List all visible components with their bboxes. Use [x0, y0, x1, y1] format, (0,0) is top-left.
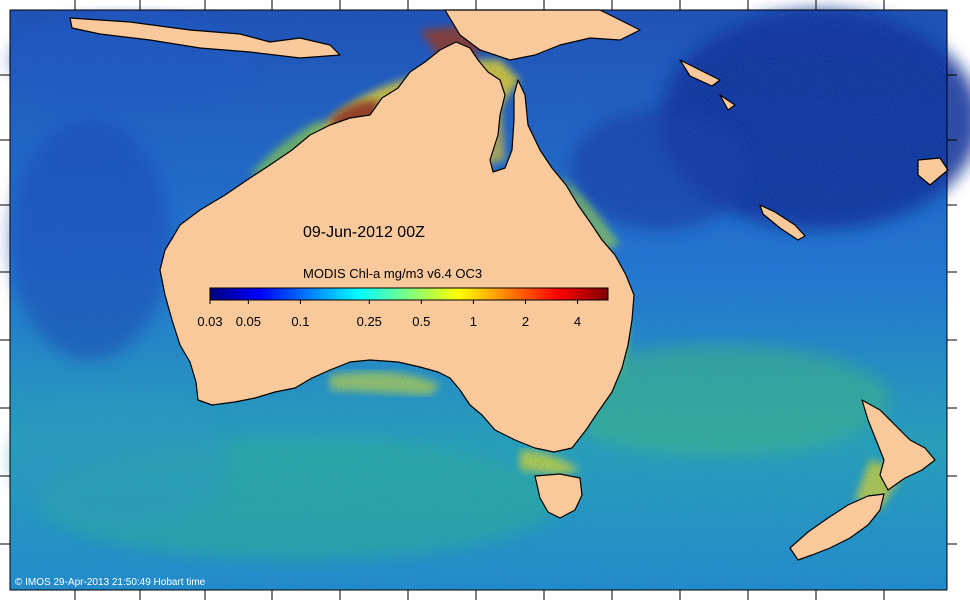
- date-label: 09-Jun-2012 00Z: [303, 224, 425, 241]
- colorbar: 0.03 0.05 0.1 0.25 0.5 1 2 4: [197, 287, 609, 329]
- colorbar-tick-label: 0.25: [357, 314, 382, 329]
- colorbar-tick-label: 0.1: [291, 314, 309, 329]
- land-masses: [69, 9, 949, 561]
- australia-landmass: [159, 41, 635, 453]
- new-caledonia-landmass: [759, 204, 806, 241]
- indonesia-landmass: [69, 17, 341, 59]
- colorbar-tick-label: 1: [470, 314, 477, 329]
- new-zealand-north-island: [861, 399, 936, 491]
- colorbar-tick-label: 4: [574, 314, 581, 329]
- colorbar-tick-label: 0.5: [412, 314, 430, 329]
- product-label: MODIS Chl-a mg/m3 v6.4 OC3: [303, 266, 482, 281]
- new-zealand-south-island: [789, 493, 885, 561]
- colorbar-ticks: 0.03 0.05 0.1 0.25 0.5 1 2 4: [197, 300, 581, 329]
- colorbar-tick-label: 0.05: [236, 314, 261, 329]
- colorbar-tick-label: 0.03: [197, 314, 222, 329]
- tasmania-landmass: [534, 473, 583, 519]
- credit-text: © IMOS 29-Apr-2013 21:50:49 Hobart time: [15, 577, 206, 588]
- colorbar-gradient: [209, 287, 609, 301]
- colorbar-tick-label: 2: [522, 314, 529, 329]
- pacific-islands: [679, 59, 949, 186]
